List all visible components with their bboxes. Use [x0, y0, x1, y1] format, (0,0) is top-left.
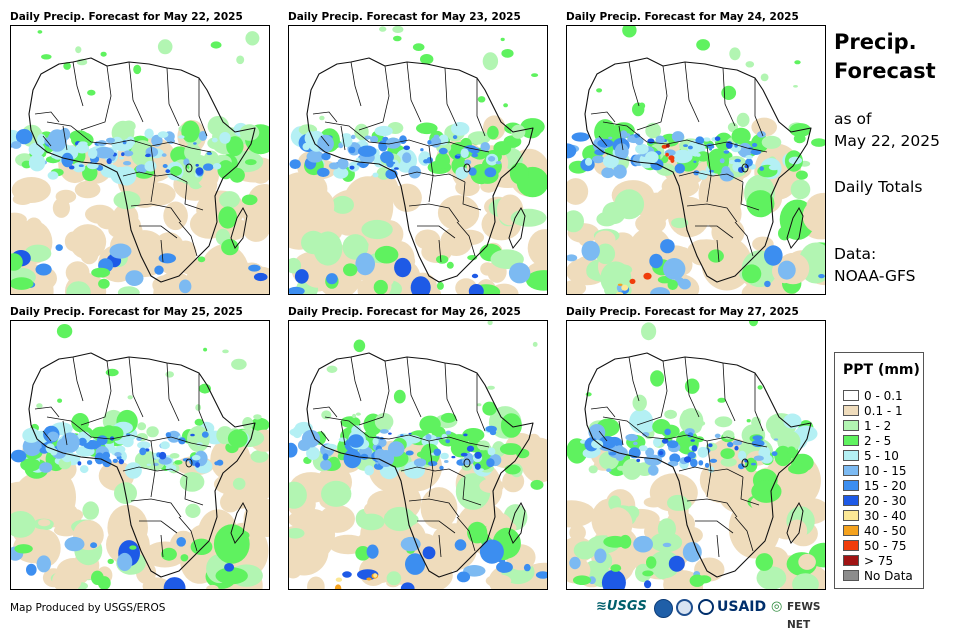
legend-label: 20 - 30	[864, 494, 907, 508]
sidebar-title-line1: Precip.	[834, 30, 917, 54]
usgs-wave-icon: ≋	[596, 599, 607, 614]
legend-swatch	[843, 480, 859, 491]
legend-swatch	[843, 525, 859, 536]
legend-item: 20 - 30	[843, 494, 907, 508]
usgs-logo: ≋USGS	[596, 598, 647, 616]
totals-label: Daily Totals	[834, 178, 923, 196]
legend-swatch	[843, 555, 859, 566]
legend-item: 5 - 10	[843, 449, 899, 463]
legend-item: 30 - 40	[843, 509, 907, 523]
legend-label: 30 - 40	[864, 509, 907, 523]
legend-swatch	[843, 465, 859, 476]
legend-item: 0 - 0.1	[843, 389, 903, 403]
legend-swatch	[843, 405, 859, 416]
data-source: Data: NOAA-GFS	[834, 243, 915, 287]
legend-label: 2 - 5	[864, 434, 892, 448]
legend-label: 50 - 75	[864, 539, 907, 553]
precip-map	[10, 25, 270, 295]
legend-label: No Data	[864, 569, 913, 583]
legend-item: > 75	[843, 554, 893, 568]
precip-map-graphic	[567, 26, 825, 294]
map-credit: Map Produced by USGS/EROS	[10, 602, 166, 614]
legend-title: PPT (mm)	[843, 362, 920, 378]
precip-map	[566, 320, 826, 590]
legend-swatch	[843, 450, 859, 461]
legend-label: 15 - 20	[864, 479, 907, 493]
sidebar-title-line2: Forecast	[834, 59, 936, 83]
usgs-logo-text: USGS	[606, 599, 647, 614]
legend-label: 1 - 2	[864, 419, 892, 433]
panel-title: Daily Precip. Forecast for May 22, 2025	[10, 11, 243, 23]
legend-swatch	[843, 390, 859, 401]
precip-map-graphic	[567, 321, 825, 589]
legend-label: 0 - 0.1	[864, 389, 903, 403]
legend-label: > 75	[864, 554, 894, 568]
legend-label: 0.1 - 1	[864, 404, 903, 418]
as-of-label: as of	[834, 110, 872, 128]
sidebar-title: Precip. Forecast	[834, 28, 936, 86]
precip-map-graphic	[11, 30, 269, 294]
legend-item: 1 - 2	[843, 419, 891, 433]
fewsnet-globe-icon: ◎	[771, 599, 783, 614]
legend-item: 10 - 15	[843, 464, 907, 478]
legend-item: 0.1 - 1	[843, 404, 903, 418]
usaid-seal-icon	[698, 599, 714, 615]
legend-swatch	[843, 495, 859, 506]
panel-title: Daily Precip. Forecast for May 24, 2025	[566, 11, 799, 23]
precip-map	[288, 320, 548, 590]
legend-item: 50 - 75	[843, 539, 907, 553]
legend-item: 15 - 20	[843, 479, 907, 493]
precip-map-graphic	[289, 26, 547, 294]
as-of-date: as of May 22, 2025	[834, 108, 940, 152]
legend-item: No Data	[843, 569, 913, 583]
precip-map-graphic	[11, 324, 269, 589]
legend: PPT (mm) 0 - 0.1 0.1 - 1 1 - 2 2 - 5 5 -…	[834, 352, 924, 589]
legend-label: 40 - 50	[864, 524, 907, 538]
panel-title: Daily Precip. Forecast for May 23, 2025	[288, 11, 521, 23]
data-source-value: NOAA-GFS	[834, 267, 916, 285]
panel-title: Daily Precip. Forecast for May 27, 2025	[566, 306, 799, 318]
legend-swatch	[843, 570, 859, 581]
usaid-logo: USAID	[717, 599, 767, 615]
precip-map	[288, 25, 548, 295]
legend-swatch	[843, 540, 859, 551]
panel-title: Daily Precip. Forecast for May 26, 2025	[288, 306, 521, 318]
legend-swatch	[843, 420, 859, 431]
precip-map	[566, 25, 826, 295]
data-source-label: Data:	[834, 245, 877, 263]
legend-label: 10 - 15	[864, 464, 907, 478]
precip-map	[10, 320, 270, 590]
legend-item: 2 - 5	[843, 434, 891, 448]
legend-swatch	[843, 510, 859, 521]
doi-seal-icon	[676, 599, 693, 616]
noaa-logo-icon	[654, 599, 673, 618]
fewsnet-logo: FEWS NET	[787, 601, 821, 631]
legend-label: 5 - 10	[864, 449, 899, 463]
legend-swatch	[843, 435, 859, 446]
as-of-value: May 22, 2025	[834, 132, 940, 150]
legend-item: 40 - 50	[843, 524, 907, 538]
panel-title: Daily Precip. Forecast for May 25, 2025	[10, 306, 243, 318]
precip-map-graphic	[289, 321, 547, 589]
